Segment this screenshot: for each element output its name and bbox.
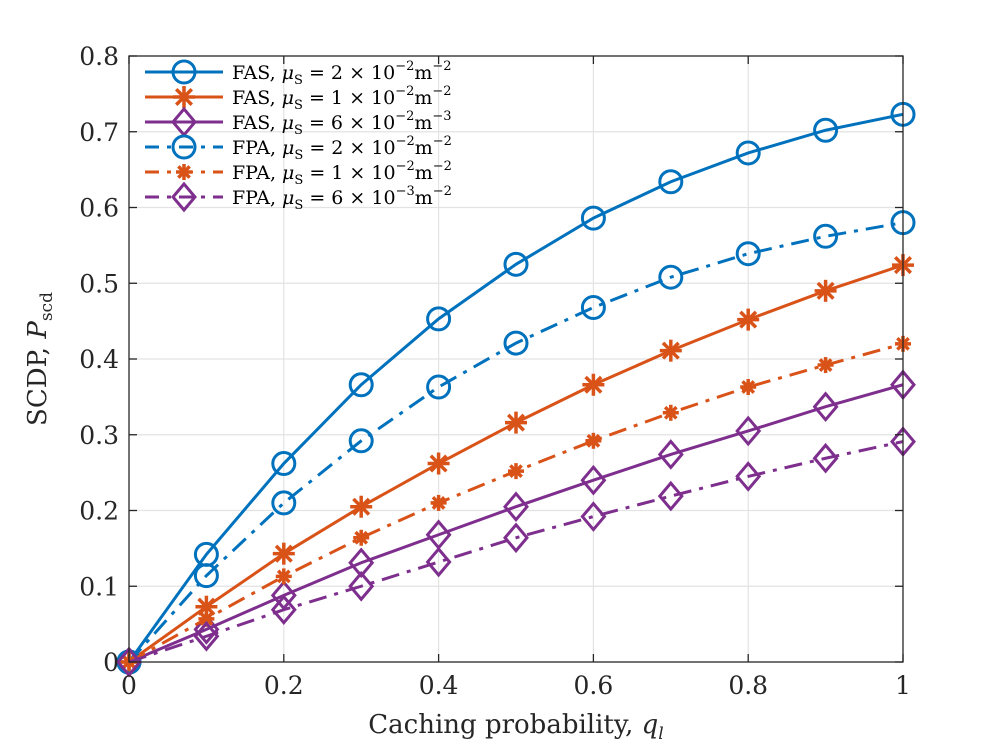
diamond-marker xyxy=(193,614,220,645)
y-tick-label: 0.5 xyxy=(79,269,119,298)
asterisk-marker xyxy=(817,357,834,374)
legend-label: FAS, μS = 1 × 10−2m−2 xyxy=(232,84,452,113)
asterisk-marker xyxy=(582,373,605,396)
circle-marker xyxy=(735,241,761,267)
diamond-marker xyxy=(812,391,839,423)
circle-marker xyxy=(813,117,839,143)
asterisk-marker xyxy=(585,432,602,449)
diamond-marker xyxy=(735,415,762,447)
y-tick-label: 0.6 xyxy=(79,194,119,223)
asterisk-marker xyxy=(662,404,679,421)
x-axis-label: Caching probability, ql xyxy=(368,710,663,744)
legend-entry: FAS, μS = 1 × 10−2m−2 xyxy=(145,84,452,113)
series-line xyxy=(127,112,904,663)
y-tick-label: 0.3 xyxy=(79,421,119,450)
series-line xyxy=(127,221,904,664)
diamond-marker xyxy=(657,439,684,470)
diamond-marker xyxy=(735,461,762,492)
circle-marker xyxy=(580,205,606,231)
series-line xyxy=(128,383,904,664)
series-fpa-5 xyxy=(116,426,916,678)
x-tick-label: 0.8 xyxy=(728,671,768,700)
asterisk-marker xyxy=(740,379,757,396)
series-line xyxy=(128,342,904,664)
y-axis-label: SCDP, Pscd xyxy=(23,292,57,426)
diamond-marker xyxy=(171,181,197,213)
series-line xyxy=(128,440,904,664)
y-tick-label: 0 xyxy=(103,648,119,677)
diamond-marker xyxy=(580,464,607,496)
y-tick-label: 0.4 xyxy=(79,345,119,374)
legend-entry: FAS, μS = 2 × 10−2m−2 xyxy=(145,59,452,88)
circle-marker xyxy=(813,223,839,249)
legend-entry: FPA, μS = 2 × 10−2m−2 xyxy=(145,134,452,163)
legend-entry: FAS, μS = 6 × 10−2m−3 xyxy=(145,106,452,138)
x-tick-label: 0.2 xyxy=(264,671,304,700)
asterisk-marker xyxy=(430,494,447,511)
x-tick-label: 1 xyxy=(895,671,911,700)
legend-label: FPA, μS = 6 × 10−3m−2 xyxy=(232,184,452,213)
asterisk-marker xyxy=(659,339,682,362)
asterisk-marker xyxy=(505,411,527,434)
diamond-marker xyxy=(348,547,375,579)
legend-entry: FPA, μS = 6 × 10−3m−2 xyxy=(145,181,452,213)
y-tick-label: 0.7 xyxy=(79,118,119,147)
circle-marker xyxy=(271,451,297,477)
diamond-marker xyxy=(425,546,452,578)
diamond-marker xyxy=(812,442,839,474)
diamond-marker xyxy=(270,594,297,626)
circle-marker xyxy=(193,563,219,589)
asterisk-marker xyxy=(353,529,370,546)
asterisk-marker xyxy=(737,308,760,331)
circle-marker xyxy=(503,330,529,356)
circle-marker xyxy=(580,294,606,320)
y-tick-label: 0.8 xyxy=(79,42,119,71)
y-tick-label: 0.1 xyxy=(79,572,119,601)
asterisk-marker xyxy=(173,86,195,108)
asterisk-marker xyxy=(176,164,192,180)
y-tick-label: 0.2 xyxy=(79,497,119,526)
grid-layer xyxy=(129,56,903,662)
x-tick-label: 0 xyxy=(121,671,137,700)
diamond-marker xyxy=(116,646,142,678)
x-tick-label: 0.4 xyxy=(419,671,459,700)
circle-marker xyxy=(171,134,197,160)
diamond-marker xyxy=(580,501,607,532)
diamond-marker xyxy=(348,570,375,602)
legend-label: FPA, μS = 2 × 10−2m−2 xyxy=(232,134,452,163)
asterisk-marker xyxy=(350,495,373,518)
x-tick-label: 0.6 xyxy=(574,671,614,700)
asterisk-marker xyxy=(814,279,837,302)
circle-marker xyxy=(658,264,684,290)
diamond-marker xyxy=(503,522,529,554)
asterisk-marker xyxy=(275,568,292,585)
series-fpa-3 xyxy=(116,210,916,675)
circle-marker xyxy=(426,306,452,332)
asterisk-marker xyxy=(508,463,524,480)
circle-marker xyxy=(426,374,452,400)
circle-marker xyxy=(503,251,529,277)
series-fpa-4 xyxy=(121,335,911,670)
diamond-marker xyxy=(503,491,529,523)
circle-marker xyxy=(348,428,374,454)
diamond-marker xyxy=(193,620,220,652)
diamond-marker xyxy=(657,480,684,512)
circle-marker xyxy=(658,169,684,195)
asterisk-marker xyxy=(272,542,295,565)
legend-entry: FPA, μS = 1 × 10−2m−2 xyxy=(145,159,452,188)
asterisk-marker xyxy=(427,452,450,475)
circle-marker xyxy=(735,140,761,166)
circle-marker xyxy=(348,372,374,398)
legend-label: FAS, μS = 2 × 10−2m−2 xyxy=(232,59,452,88)
circle-marker xyxy=(271,490,297,516)
circle-marker xyxy=(171,59,197,85)
legend-label: FPA, μS = 1 × 10−2m−2 xyxy=(232,159,452,188)
ticks-layer: 0 0.2 0.4 0.6 0.8 1 0 0.1 0.2 0.3 0.4 0.5 0.6 0.7 0.8 xyxy=(79,42,911,700)
series-layer xyxy=(116,101,916,678)
legend-label: FAS, μS = 6 × 10−2m−3 xyxy=(232,109,452,138)
